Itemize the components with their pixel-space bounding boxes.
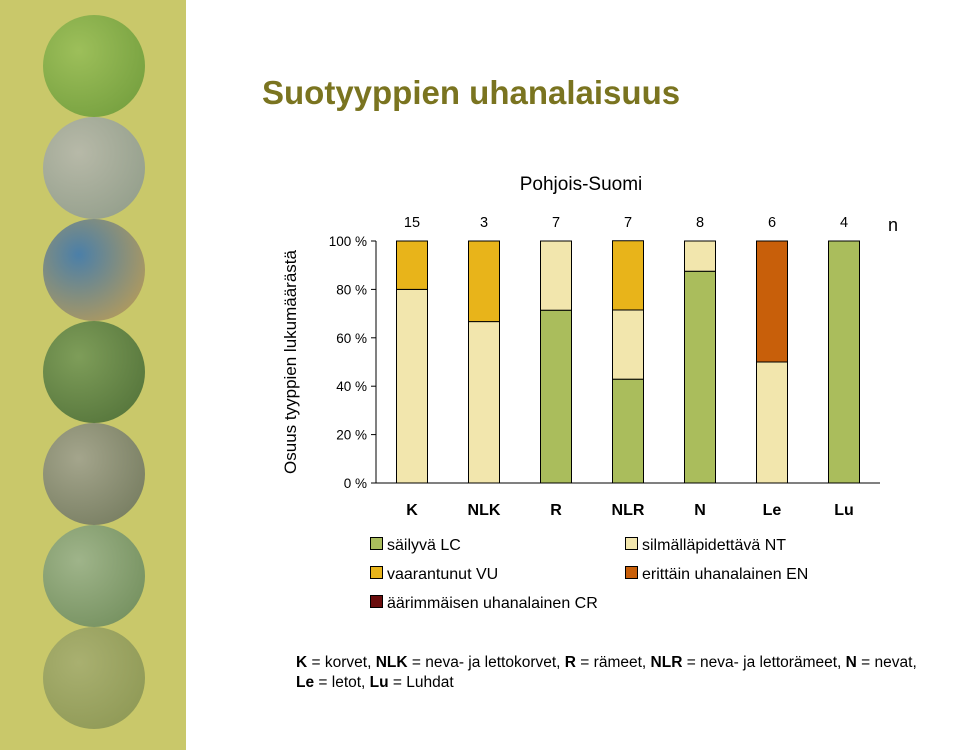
legend-item: vaarantunut VU [370, 566, 498, 584]
footnote-abbreviation: N [845, 654, 857, 671]
n-count-label: 6 [768, 215, 776, 231]
legend-item: säilyvä LC [370, 537, 461, 555]
bar-segment [396, 288, 428, 484]
n-count-label: 15 [404, 215, 420, 231]
bar-segment [684, 240, 716, 272]
footnote-abbreviation: R [564, 654, 576, 671]
stacked-bar-chart: Pohjois-Suomi Osuus tyyppien lukumäärästä… [281, 174, 898, 519]
footnote-abbreviation: K [296, 654, 308, 671]
footnote-definition: = letot, [314, 674, 370, 691]
legend-item: erittäin uhanalainen EN [625, 566, 808, 584]
n-count-label: 4 [840, 215, 848, 231]
footnote-abbreviation: Lu [369, 674, 389, 691]
grass-photo [43, 15, 145, 117]
footnote-definition: = nevat, [856, 654, 917, 671]
cabin-meadow-photo [43, 525, 145, 627]
footnote-line-1: K = korvet, NLK = neva- ja lettokorvet, … [296, 653, 960, 673]
bar-segment [612, 309, 644, 380]
bar-segment [828, 240, 860, 484]
footnote-definition: = rämeet, [576, 654, 651, 671]
bar-segment [612, 378, 644, 484]
y-tick-label: 20 % [336, 428, 367, 443]
x-tick-label: N [694, 502, 706, 519]
bar-segment [540, 240, 572, 311]
n-header-label: n [888, 215, 898, 235]
photo-sidebar [0, 0, 186, 750]
bar-segment [612, 240, 644, 311]
x-tick-label: R [550, 502, 562, 519]
footnote-abbreviation: NLK [375, 654, 408, 671]
bar-segment [684, 270, 716, 484]
n-count-label: 7 [624, 215, 632, 231]
x-tick-label: Le [763, 502, 782, 519]
x-tick-label: K [406, 502, 418, 519]
boulder-field-photo [43, 423, 145, 525]
legend-label: vaarantunut VU [387, 566, 499, 583]
legend-label: säilyvä LC [387, 537, 461, 554]
footnote-definition: = neva- ja lettokorvet, [407, 654, 565, 671]
x-tick-label: Lu [834, 502, 854, 519]
page-title: Suotyyppien uhanalaisuus [262, 74, 681, 111]
y-tick-label: 40 % [336, 379, 367, 394]
n-count-label: 3 [480, 215, 488, 231]
y-tick-label: 0 % [344, 476, 367, 491]
y-axis-label: Osuus tyyppien lukumäärästä [281, 249, 300, 473]
legend-swatch [625, 537, 638, 551]
n-count-label: 7 [552, 215, 560, 231]
legend-label: äärimmäisen uhanalainen CR [387, 595, 598, 612]
bar-segment [468, 321, 500, 484]
legend-swatch [370, 537, 383, 551]
bar-segment [468, 240, 500, 323]
forest-photo [43, 321, 145, 423]
bar-segment [756, 361, 788, 484]
footnote-definition: = Luhdat [388, 674, 454, 691]
n-count-label: 8 [696, 215, 704, 231]
legend-swatch [370, 595, 383, 609]
legend-swatch [625, 566, 638, 580]
bar-segment [756, 240, 788, 363]
y-tick-label: 80 % [336, 282, 367, 297]
footnote-definition: = korvet, [307, 654, 376, 671]
legend-item: äärimmäisen uhanalainen CR [370, 595, 598, 613]
bar-segment [396, 240, 428, 290]
rocky-shore-photo [43, 117, 145, 219]
legend-label: silmälläpidettävä NT [642, 537, 787, 554]
wetland-pools-photo [43, 219, 145, 321]
legend-item: silmälläpidettävä NT [625, 537, 786, 555]
x-tick-label: NLK [468, 502, 501, 519]
x-tick-label: NLR [612, 502, 645, 519]
open-fen-photo [43, 627, 145, 729]
abbreviation-footnote: K = korvet, NLK = neva- ja lettokorvet, … [296, 653, 960, 693]
legend-swatch [370, 566, 383, 580]
y-tick-label: 100 % [329, 234, 367, 249]
legend-label: erittäin uhanalainen EN [642, 566, 809, 583]
footnote-line-2: Le = letot, Lu = Luhdat [296, 673, 960, 693]
footnote-definition: = neva- ja lettorämeet, [682, 654, 846, 671]
y-tick-label: 60 % [336, 331, 367, 346]
chart-title: Pohjois-Suomi [520, 174, 643, 195]
bar-segment [540, 309, 572, 484]
footnote-abbreviation: Le [296, 674, 315, 691]
footnote-abbreviation: NLR [650, 654, 683, 671]
